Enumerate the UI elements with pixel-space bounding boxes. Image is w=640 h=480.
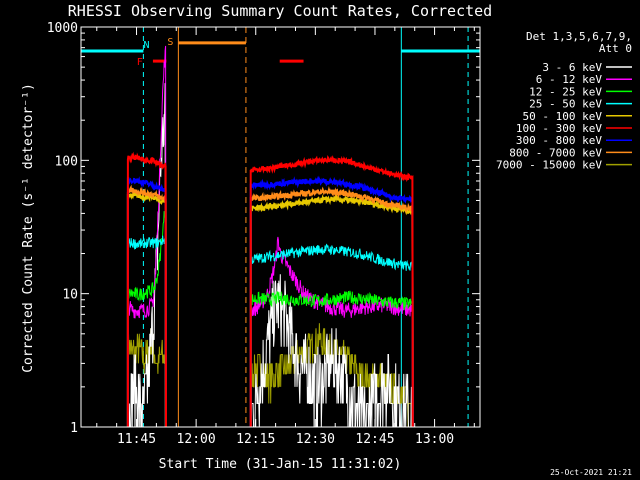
x-tick-label: 13:00 xyxy=(415,432,454,447)
x-axis-label: Start Time (31-Jan-15 11:31:02) xyxy=(159,457,402,472)
x-tick-label: 12:30 xyxy=(296,432,335,447)
legend-header-attenuator: Att 0 xyxy=(599,42,632,55)
legend-entry-label: 300 - 800 keV xyxy=(516,134,602,147)
plot-frame xyxy=(80,26,481,428)
night-label: N xyxy=(144,40,150,51)
series-line xyxy=(250,243,414,427)
legend-entry-label: 12 - 25 keV xyxy=(529,85,602,98)
series-line xyxy=(127,328,167,427)
y-tick-label: 1000 xyxy=(47,21,78,36)
series-line xyxy=(250,290,414,427)
axes: N S F 11:45 12:00 12:15 12:30 12:45 13:00 1 10 100 1… xyxy=(47,21,481,447)
y-tick-label: 1 xyxy=(70,421,78,436)
x-tick-label: 12:45 xyxy=(355,432,394,447)
legend-entry-label: 800 - 7000 keV xyxy=(509,146,602,159)
x-tick-label: 11:45 xyxy=(117,432,156,447)
chart-title: RHESSI Observing Summary Count Rates, Co… xyxy=(68,2,492,20)
saa-label: S xyxy=(167,37,173,48)
series-line xyxy=(126,176,167,427)
series-line xyxy=(249,175,414,427)
y-axis-label: Corrected Count Rate (s⁻¹ detector⁻¹) xyxy=(21,83,36,373)
flare-label: F xyxy=(137,57,143,68)
series-line xyxy=(250,274,414,427)
x-tick-label: 12:00 xyxy=(177,432,216,447)
series-line xyxy=(126,151,167,427)
series-line xyxy=(127,211,167,427)
series-line xyxy=(126,184,167,427)
legend-entry-label: 6 - 12 keV xyxy=(536,73,603,86)
series-line xyxy=(126,189,167,427)
timestamp: 25-Oct-2021 21:21 xyxy=(550,468,632,477)
legend-header-detectors: Det 1,3,5,6,7,9, xyxy=(526,30,632,43)
legend-entry-label: 50 - 100 keV xyxy=(523,110,603,123)
y-tick-label: 100 xyxy=(55,154,78,169)
series-line xyxy=(249,154,414,427)
x-tick-label: 12:15 xyxy=(236,432,275,447)
legend-entry-label: 3 - 6 keV xyxy=(542,61,602,74)
series-line xyxy=(127,235,167,427)
legend-entry-label: 100 - 300 keV xyxy=(516,122,602,135)
plot-area xyxy=(81,27,480,427)
series-line xyxy=(249,185,414,427)
legend-entry-label: 25 - 50 keV xyxy=(529,98,602,111)
legend-entry-label: 7000 - 15000 keV xyxy=(496,159,602,172)
y-tick-label: 10 xyxy=(62,288,78,303)
